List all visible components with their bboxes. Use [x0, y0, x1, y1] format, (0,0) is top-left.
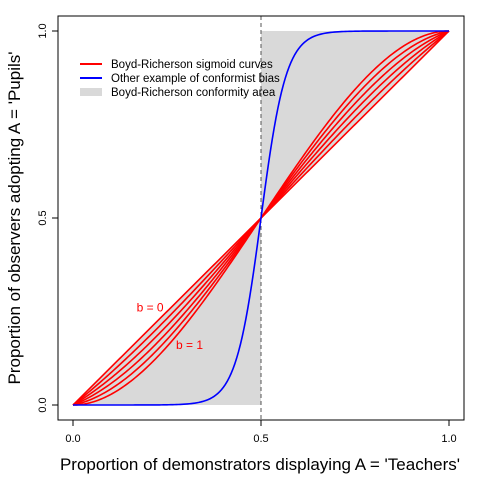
y-tick-label: 0.5 [37, 210, 49, 225]
legend-entry-label: Boyd-Richerson conformity area [111, 87, 276, 99]
y-tick-label: 1.0 [37, 23, 49, 38]
legend: Boyd-Richerson sigmoid curves Other examp… [80, 59, 280, 99]
annotation-layer: b = 0 b = 1 [137, 301, 204, 352]
legend-entry-label: Other example of conformist bias [111, 73, 280, 85]
x-tick-label: 1.0 [441, 433, 456, 445]
y-tick-label: 0.0 [37, 397, 49, 412]
conformist-bias-curve [73, 30, 449, 406]
y-axis-label: Proportion of observers adopting A = 'Pu… [5, 51, 24, 384]
x-axis-label: Proportion of demonstrators displaying A… [60, 455, 460, 474]
curve-annotation: b = 0 [137, 301, 164, 315]
x-tick-label: 0.5 [253, 433, 268, 445]
legend-swatch-area [80, 88, 102, 96]
legend-entry-label: Boyd-Richerson sigmoid curves [111, 59, 273, 71]
x-tick-label: 0.0 [65, 433, 80, 445]
axes-layer: 0.0 0.5 1.0 0.0 0.5 1.0 [37, 23, 457, 445]
series-layer [72, 30, 450, 406]
curve-annotation: b = 1 [176, 338, 203, 352]
